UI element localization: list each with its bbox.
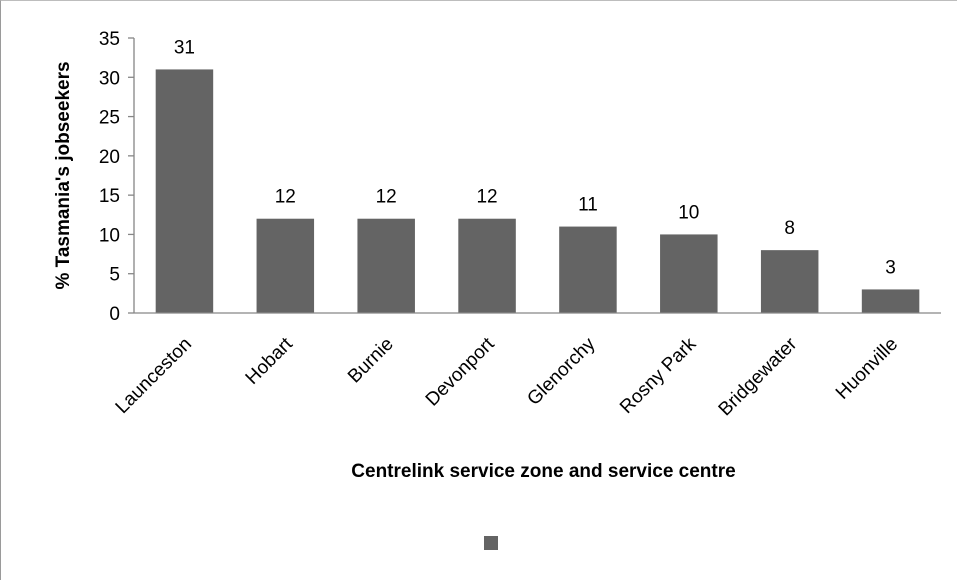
y-tick-label: 15	[99, 186, 120, 207]
y-axis-title: % Tasmania's jobseekers	[53, 61, 74, 289]
data-label: 8	[784, 218, 795, 239]
bar-glenorchy	[559, 226, 617, 313]
x-category-label: Devonport	[422, 333, 499, 410]
legend-marker	[484, 536, 498, 550]
data-label: 31	[174, 37, 195, 58]
x-category-label: Hobart	[242, 333, 298, 389]
bar-rosny-park	[660, 234, 718, 313]
y-tick-label: 5	[109, 265, 120, 286]
y-tick-label: 30	[99, 68, 120, 89]
bar-devonport	[458, 218, 516, 313]
data-label: 3	[885, 257, 896, 278]
x-category-label: Bridgewater	[715, 333, 802, 420]
y-axis-ticks: 0 5 10 15 20 25 30 35	[99, 29, 134, 325]
x-category-label: Huonville	[832, 334, 902, 404]
x-axis-title: Centrelink service zone and service cent…	[351, 461, 735, 482]
data-label: 12	[275, 187, 296, 208]
y-tick-label: 35	[99, 29, 120, 50]
data-label: 11	[578, 195, 598, 216]
x-category-label: Rosny Park	[616, 333, 701, 418]
y-tick-label: 0	[109, 304, 120, 325]
bar-huonville	[861, 289, 920, 313]
bar-hobart	[256, 218, 315, 313]
bar-launceston	[155, 69, 214, 313]
data-labels: 31 12 12 12 11 10 8 3	[174, 37, 896, 278]
x-category-label: Burnie	[344, 334, 398, 388]
bar-bridgewater	[760, 250, 819, 313]
data-label: 12	[376, 187, 397, 208]
y-tick-label: 10	[99, 225, 120, 246]
x-axis-category-labels: Launceston Hobart Burnie Devonport Glenorchy…	[112, 333, 902, 420]
y-tick-label: 20	[99, 147, 120, 168]
bar-burnie	[357, 218, 415, 313]
x-category-label: Launceston	[112, 334, 196, 418]
bars	[155, 69, 920, 313]
data-label: 12	[476, 187, 497, 208]
data-label: 10	[678, 202, 699, 223]
x-category-label: Glenorchy	[523, 333, 599, 409]
y-tick-label: 25	[99, 108, 120, 129]
